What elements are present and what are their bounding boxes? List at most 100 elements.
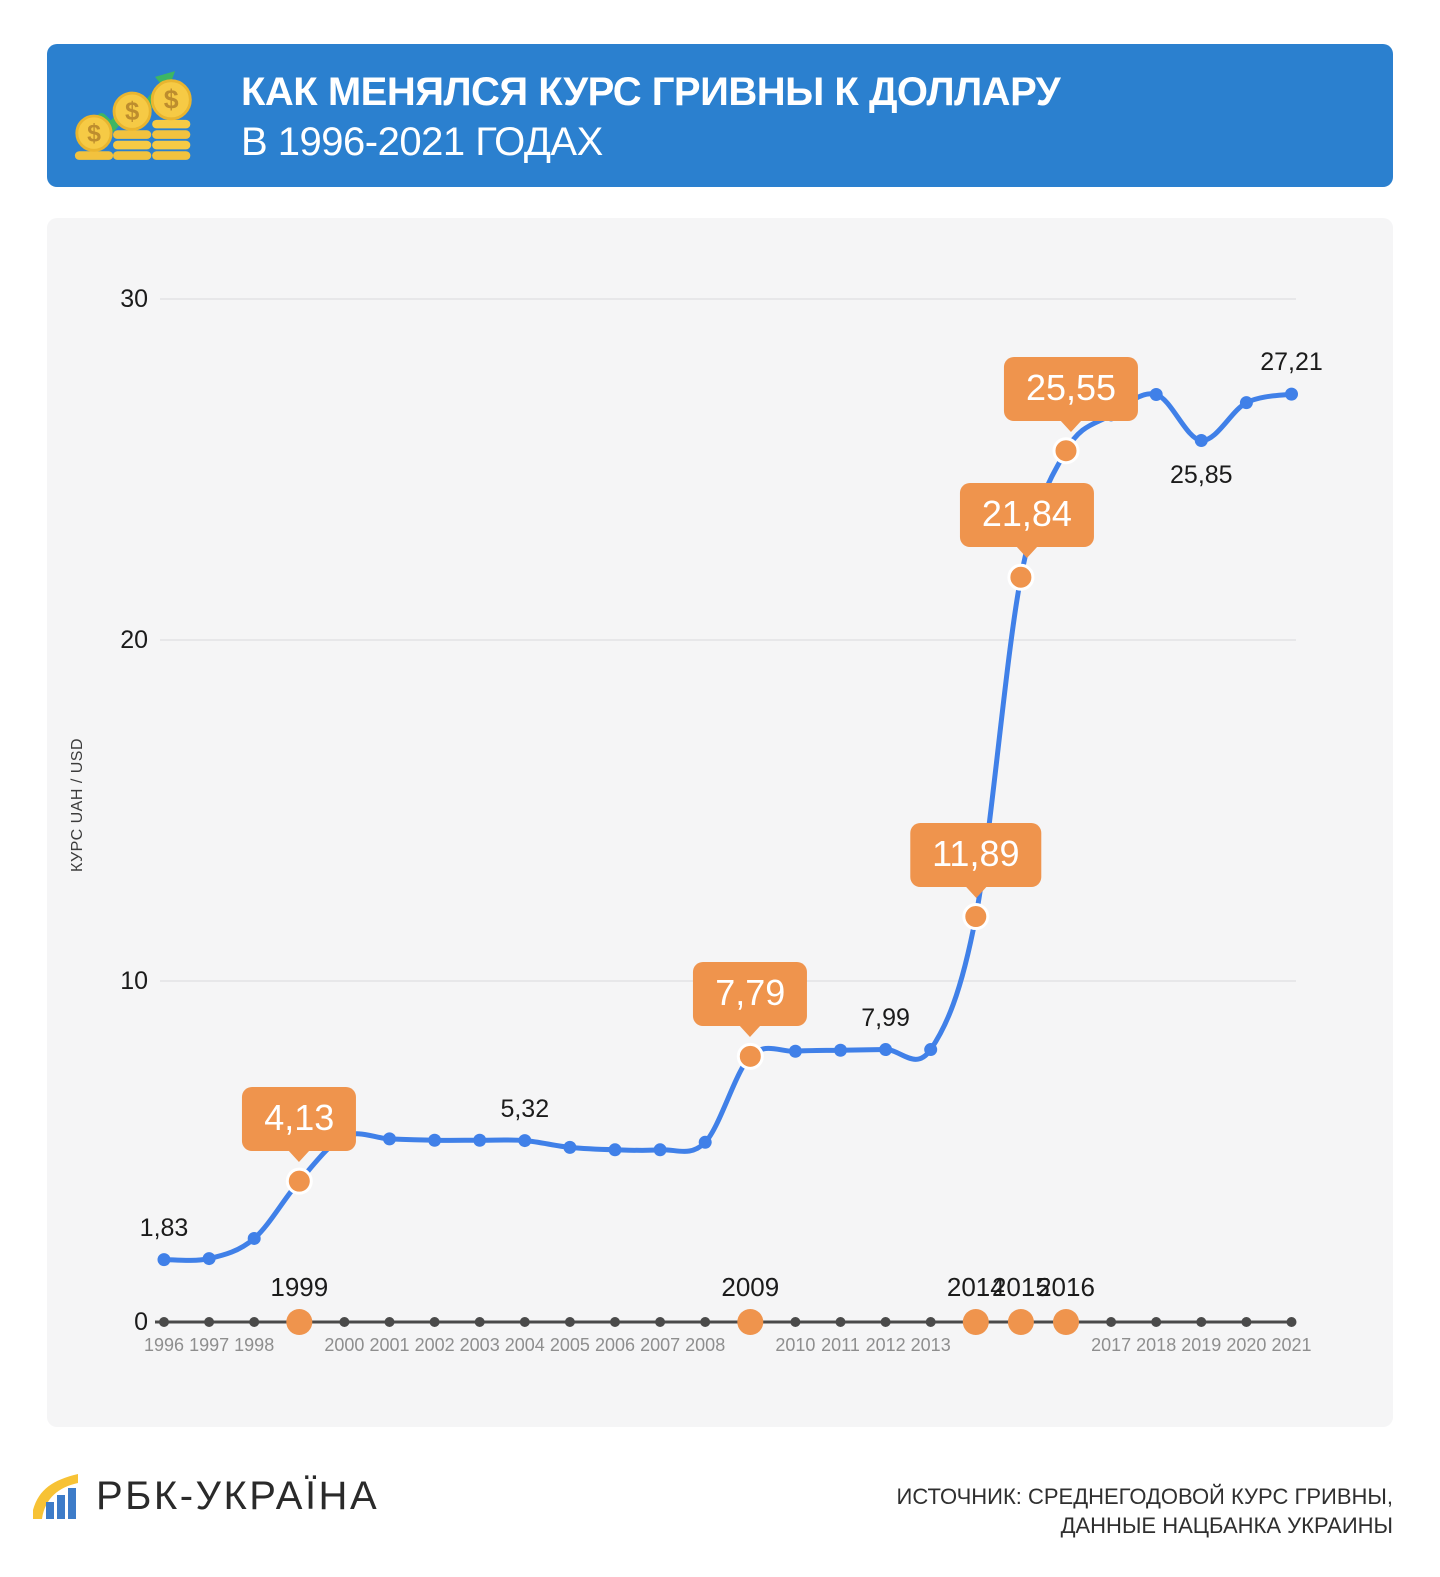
axis-year-dot: [1286, 1317, 1297, 1327]
rbc-logo-icon: [33, 1474, 78, 1519]
axis-year-dot: [429, 1317, 440, 1327]
x-year-label: 2003: [459, 1335, 500, 1355]
data-point: [202, 1252, 216, 1266]
header-titles: КАК МЕНЯЛСЯ КУРС ГРИВНЫ К ДОЛЛАРУ В 1996…: [241, 66, 1061, 166]
axis-year-dot: [1151, 1317, 1162, 1327]
y-tick-label: 10: [120, 967, 148, 995]
axis-year-dot-highlighted: [962, 1309, 989, 1335]
x-year-label: 2008: [685, 1335, 726, 1355]
value-label: 27,21: [1260, 348, 1323, 377]
axis-year-dot: [519, 1317, 530, 1327]
svg-text:$: $: [164, 84, 179, 114]
brand-name: РБК-УКРАЇНА: [96, 1474, 380, 1518]
chart-card: КУРС UAH / USD 0 10 20 30 1996 1997 1998 1999 20…: [47, 218, 1393, 1427]
data-point-highlighted: [285, 1167, 313, 1195]
x-year-label-highlighted: 2015: [991, 1272, 1050, 1302]
y-tick-label: 20: [120, 626, 148, 654]
brand-logo: РБК-УКРАЇНА: [33, 1474, 379, 1519]
rate-line: [161, 391, 1294, 1263]
header-banner: $ $ $ КАК МЕНЯЛСЯ КУРС ГРИВНЫ К ДОЛЛАРУ …: [47, 44, 1393, 187]
x-year-label: 2018: [1136, 1335, 1177, 1355]
axis-year-dot: [655, 1317, 666, 1327]
svg-text:$: $: [87, 120, 101, 147]
x-year-label: 2011: [821, 1335, 860, 1355]
data-point: [563, 1140, 577, 1154]
source-line-2: ДАННЫЕ НАЦБАНКА УКРАИНЫ: [1060, 1513, 1393, 1538]
x-year-label: 2006: [594, 1335, 636, 1355]
y-axis-title: КУРС UAH / USD: [69, 737, 86, 873]
coins-growth-icon: $ $ $: [74, 70, 192, 160]
axis-year-dot: [700, 1317, 711, 1327]
axis-year-dot: [880, 1317, 891, 1327]
x-year-label: 2001: [369, 1335, 410, 1355]
y-tick-label: 0: [134, 1308, 148, 1336]
axis-year-dot-highlighted: [737, 1309, 764, 1335]
axis-year-dot-highlighted: [1053, 1309, 1079, 1335]
axis-year-dot: [1241, 1317, 1252, 1327]
data-point: [1239, 396, 1253, 410]
axis-year-dot: [610, 1317, 620, 1327]
x-year-label: 2010: [775, 1335, 816, 1355]
x-year-label-highlighted: 1999: [270, 1272, 329, 1302]
x-year-label: 2007: [640, 1335, 681, 1355]
axis-year-dot: [339, 1317, 350, 1327]
data-point: [653, 1143, 667, 1157]
x-year-label-highlighted: 2009: [721, 1272, 780, 1302]
axis-year-dot: [204, 1317, 215, 1327]
value-label: 1,83: [139, 1213, 189, 1242]
data-point-highlighted: [962, 903, 990, 931]
axis-year-dot: [249, 1317, 260, 1327]
data-point: [698, 1135, 712, 1149]
x-year-label: 2019: [1181, 1335, 1222, 1355]
data-point: [518, 1134, 532, 1148]
data-point-highlighted: [736, 1042, 764, 1070]
x-year-label: 2021: [1271, 1335, 1312, 1355]
svg-text:$: $: [125, 97, 139, 125]
x-year-label: 2012: [865, 1335, 906, 1355]
data-point: [608, 1143, 622, 1157]
x-year-label: 1997: [189, 1335, 230, 1355]
x-year-label: 2000: [324, 1335, 365, 1355]
x-year-label: 2004: [504, 1335, 545, 1355]
y-tick-label: 30: [120, 285, 148, 313]
source-line-1: ИСТОЧНИК: СРЕДНЕГОДОВОЙ КУРС ГРИВНЫ,: [896, 1484, 1393, 1509]
axis-year-dot: [835, 1317, 846, 1327]
value-label: 7,99: [861, 1003, 910, 1032]
source-note: ИСТОЧНИК: СРЕДНЕГОДОВОЙ КУРС ГРИВНЫ, ДАН…: [897, 1482, 1393, 1540]
axis-year-dot: [384, 1317, 395, 1327]
axis-year-dot: [1106, 1317, 1117, 1327]
data-point: [1149, 387, 1163, 401]
data-point: [1285, 387, 1298, 401]
axis-year-dot: [790, 1317, 801, 1327]
value-label: 5,32: [500, 1094, 550, 1123]
axis-year-dot: [159, 1317, 169, 1327]
axis-year-dot: [564, 1317, 575, 1327]
axis-year-dot: [925, 1317, 936, 1327]
value-callout: 11,89: [910, 822, 1042, 898]
x-year-label: 2005: [549, 1335, 590, 1355]
x-year-label: 2013: [910, 1335, 951, 1355]
x-year-label: 1996: [143, 1335, 185, 1355]
value-callout: 7,79: [693, 962, 808, 1038]
axis-year-dot: [1196, 1317, 1207, 1327]
data-point: [924, 1043, 938, 1057]
data-point: [834, 1043, 847, 1057]
x-year-label-highlighted: 2014: [946, 1272, 1005, 1302]
data-point-highlighted: [1007, 563, 1035, 591]
axis-year-dot: [474, 1317, 485, 1327]
data-point: [1194, 434, 1208, 448]
data-point: [247, 1231, 261, 1245]
axis-year-dot-highlighted: [286, 1309, 313, 1335]
x-year-label: 2002: [414, 1335, 455, 1355]
x-year-label: 1998: [234, 1335, 275, 1355]
value-label: 25,85: [1170, 460, 1233, 489]
value-callout: 4,13: [242, 1087, 357, 1163]
x-year-label: 2017: [1091, 1335, 1132, 1355]
axis-year-dot-highlighted: [1007, 1309, 1034, 1335]
data-point: [383, 1132, 396, 1146]
data-point-highlighted: [1052, 437, 1080, 465]
data-point: [788, 1044, 802, 1058]
x-year-label-highlighted: 2016: [1037, 1272, 1095, 1302]
data-point: [879, 1043, 893, 1057]
data-point: [157, 1253, 171, 1267]
